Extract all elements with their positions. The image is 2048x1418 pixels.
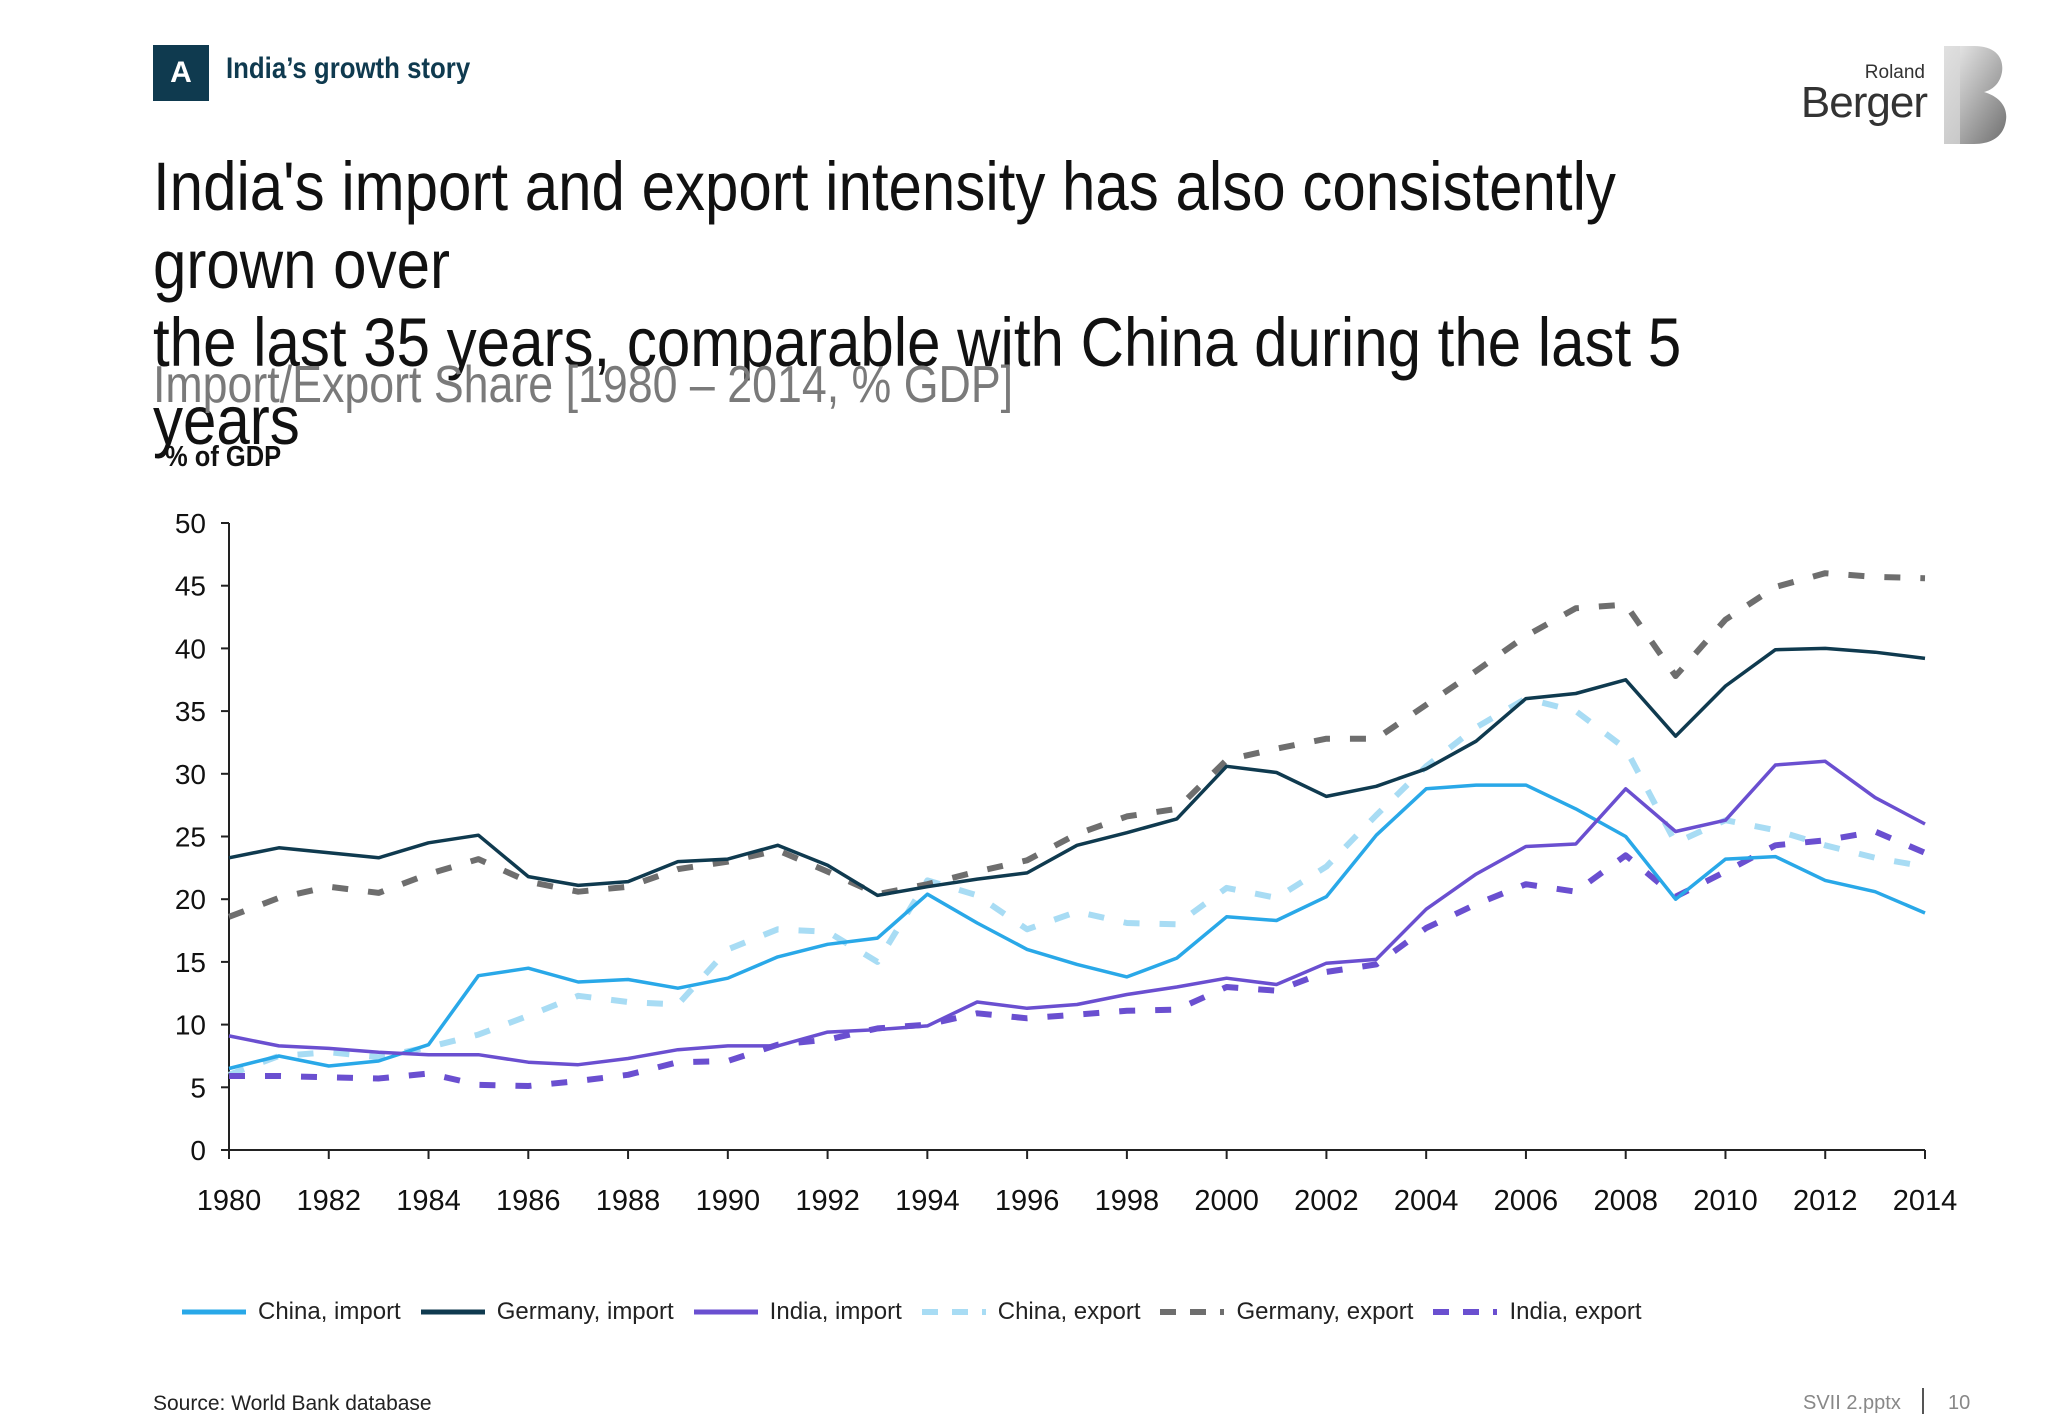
x-tick-label: 2014	[1893, 1185, 1958, 1217]
legend-swatch	[1160, 1309, 1225, 1315]
legend-label: Germany, import	[496, 1298, 674, 1325]
y-tick-label: 15	[175, 947, 206, 978]
headline-line-2: the last 35 years, comparable with China…	[153, 304, 1682, 459]
series-line-india-import	[228, 759, 1926, 1067]
section-badge: A	[153, 45, 209, 101]
y-tick-label: 10	[175, 1010, 206, 1041]
legend-swatch	[1433, 1309, 1498, 1315]
legend-label: India, import	[769, 1298, 902, 1325]
x-tick-label: 1990	[696, 1185, 761, 1217]
legend-label: China, import	[258, 1298, 401, 1325]
logo-large-text: Berger	[1800, 78, 1928, 127]
legend-swatch	[182, 1309, 246, 1315]
x-tick-label: 1980	[197, 1185, 262, 1217]
x-tick-label: 1994	[895, 1185, 960, 1217]
x-tick-label: 1984	[396, 1185, 461, 1217]
legend-label: China, export	[997, 1298, 1141, 1325]
y-tick-label: 25	[175, 822, 206, 853]
x-tick-label: 2010	[1693, 1185, 1758, 1217]
chart-title: Import/Export Share [1980 – 2014, % GDP]	[153, 356, 1014, 414]
x-tick-label: 1988	[596, 1185, 661, 1217]
legend-swatch	[921, 1309, 986, 1315]
x-tick-label: 2000	[1194, 1185, 1259, 1217]
x-tick-label: 1982	[297, 1185, 362, 1217]
legend-item-india-import: India, import	[692, 1298, 902, 1326]
series-line-china-export	[227, 695, 1926, 1078]
x-tick-label: 2002	[1294, 1185, 1359, 1217]
y-tick-label: 35	[175, 696, 206, 727]
x-tick-label: 2008	[1593, 1185, 1658, 1217]
x-tick-label: 1996	[995, 1185, 1060, 1217]
x-tick-label: 2004	[1394, 1185, 1459, 1217]
roland-berger-logo: Roland Berger	[1800, 44, 2010, 148]
legend-item-china-export: China, export	[920, 1298, 1141, 1326]
y-axis-label: % of GDP	[165, 439, 281, 472]
legend-label: Germany, export	[1236, 1298, 1414, 1325]
page-number: 10	[1948, 1392, 1971, 1414]
legend-item-germany-import: Germany, import	[419, 1298, 674, 1326]
y-tick-label: 5	[190, 1072, 206, 1103]
legend-item-china-import: China, import	[180, 1298, 401, 1326]
logo-b-icon	[1944, 46, 2007, 144]
y-tick-label: 40	[175, 633, 206, 664]
headline: India's import and export intensity has …	[153, 148, 1719, 460]
headline-line-1: India's import and export intensity has …	[153, 148, 1616, 303]
y-tick-label: 0	[190, 1135, 206, 1166]
x-tick-label: 1986	[496, 1185, 561, 1217]
series-line-china-import	[228, 783, 1926, 1071]
legend-swatch	[420, 1309, 485, 1315]
x-tick-label: 1992	[795, 1185, 860, 1217]
series-line-india-export	[229, 828, 1927, 1089]
series-line-germany-import	[228, 646, 1926, 898]
x-tick-label: 2006	[1494, 1185, 1559, 1217]
y-tick-label: 50	[175, 508, 206, 539]
x-tick-label: 1998	[1095, 1185, 1160, 1217]
legend-item-india-export: India, export	[1431, 1298, 1642, 1326]
file-name: SVII 2.pptx	[1803, 1392, 1901, 1414]
chart-legend: China, import Germany, import India, impor…	[180, 1292, 1660, 1332]
legend-label: India, export	[1509, 1298, 1642, 1325]
logo-small-text: Roland	[1864, 62, 1925, 83]
section-title: India’s growth story	[226, 52, 471, 85]
source-note: Source: World Bank database	[153, 1392, 432, 1415]
line-chart: % of GDP 0 5 10 15 20 25 30 35 40 45 50 1980 1982 1984…	[165, 439, 1958, 1217]
legend-swatch	[693, 1309, 758, 1315]
y-tick-label: 45	[175, 571, 206, 602]
footer-divider	[1922, 1388, 1924, 1414]
y-tick-label: 20	[175, 884, 206, 915]
y-tick-label: 30	[175, 759, 206, 790]
series-line-germany-export	[227, 570, 1926, 920]
legend-item-germany-export: Germany, export	[1158, 1298, 1413, 1326]
x-tick-label: 2012	[1793, 1185, 1858, 1217]
